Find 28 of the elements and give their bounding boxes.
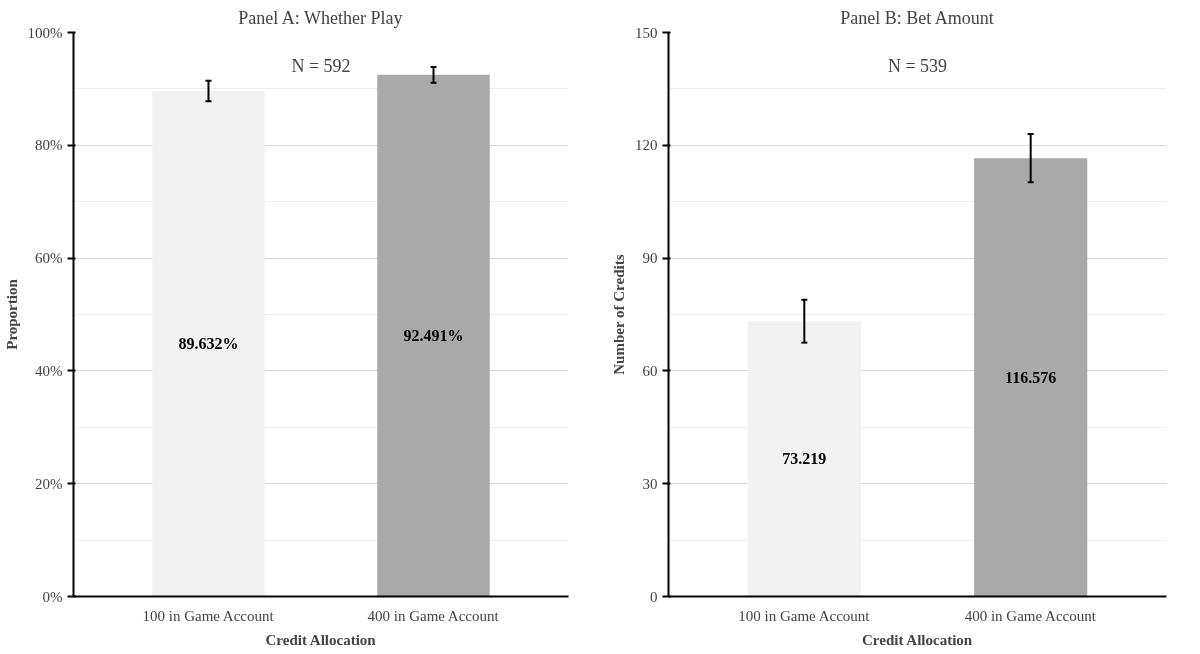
y-tick-label: 60%	[35, 250, 63, 267]
y-tick-label: 90	[642, 250, 658, 267]
y-tick-label: 120	[635, 137, 658, 154]
annotation: N = 539	[887, 56, 948, 77]
x-tick-label: 100 in Game Account	[738, 607, 871, 624]
y-tick-label: 0	[650, 588, 658, 605]
data-label: 73.219	[782, 450, 827, 468]
y-tick-label: 30	[642, 475, 658, 492]
x-axis-title: Credit Allocation	[862, 631, 973, 648]
data-label: 92.491%	[403, 327, 464, 345]
y-tick-label: 80%	[35, 137, 63, 154]
x-tick-label: 100 in Game Account	[142, 607, 275, 624]
data-label: 116.576	[1005, 368, 1057, 386]
y-tick-label: 150	[635, 24, 658, 41]
chart-title: Panel A: Whether Play	[238, 7, 403, 28]
x-axis-title: Credit Allocation	[265, 631, 377, 648]
y-tick-label: 100%	[27, 24, 63, 41]
y-axis-title: Number of Credits	[611, 254, 627, 375]
x-tick-label: 400 in Game Account	[367, 607, 500, 624]
x-tick-label: 400 in Game Account	[964, 607, 1097, 624]
y-axis-title: Proportion	[3, 278, 20, 350]
data-label: 89.632%	[178, 335, 239, 353]
y-tick-label: 60	[642, 362, 658, 379]
y-tick-label: 40%	[35, 362, 63, 379]
annotation: N = 592	[291, 56, 351, 77]
chart-title: Panel B: Bet Amount	[840, 7, 994, 28]
y-tick-label: 20%	[35, 475, 63, 492]
y-tick-label: 0%	[42, 588, 63, 605]
